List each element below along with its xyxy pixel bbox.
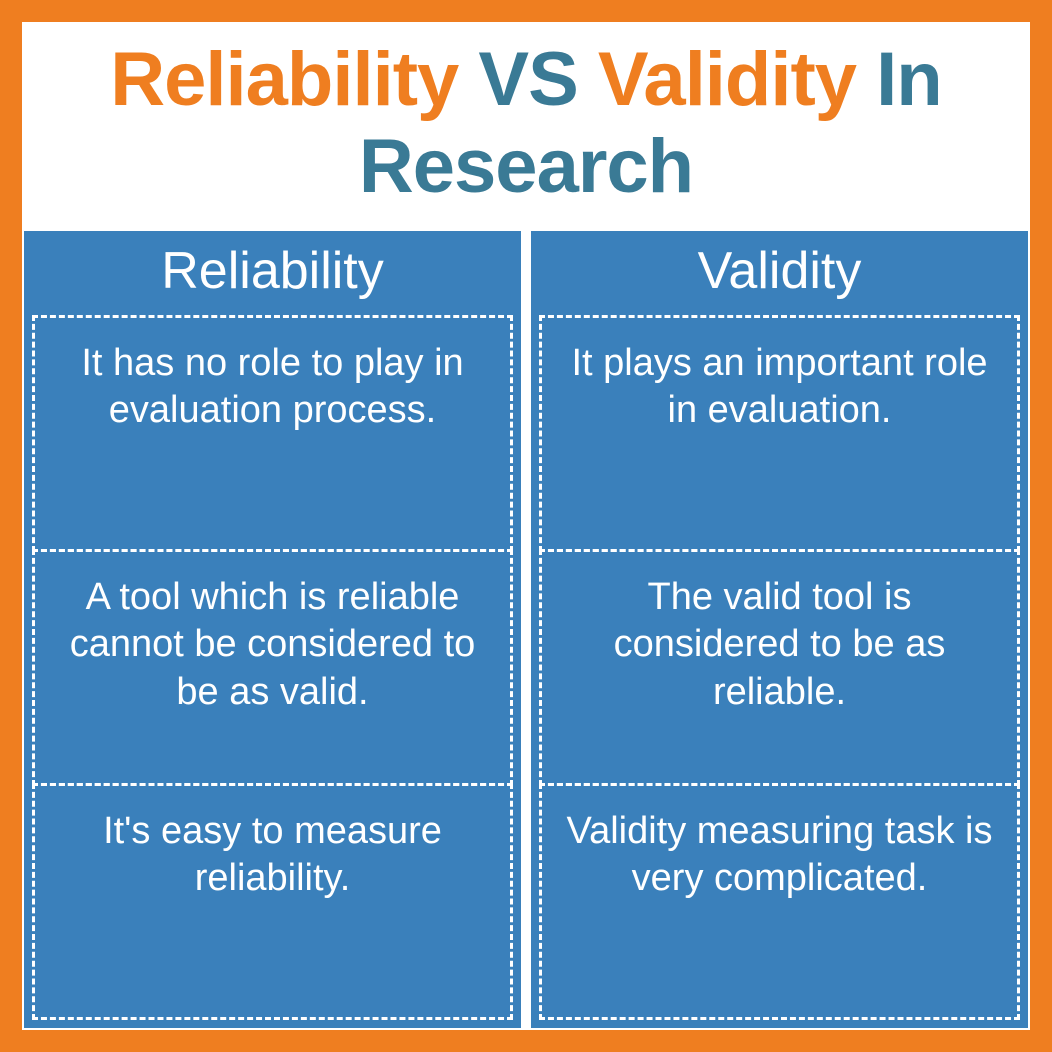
cells-validity: It plays an important role in evaluation… [531, 315, 1028, 1028]
cell-text: Validity measuring task is very complica… [560, 808, 999, 903]
cells-reliability: It has no role to play in evaluation pro… [24, 315, 521, 1028]
cell-validity-1: It plays an important role in evaluation… [539, 315, 1020, 552]
cell-validity-2: The valid tool is considered to be as re… [539, 549, 1020, 786]
cell-reliability-1: It has no role to play in evaluation pro… [32, 315, 513, 552]
cell-validity-3: Validity measuring task is very complica… [539, 783, 1020, 1020]
cell-text: A tool which is reliable cannot be consi… [53, 574, 492, 717]
cell-text: It's easy to measure reliability. [53, 808, 492, 903]
cell-reliability-2: A tool which is reliable cannot be consi… [32, 549, 513, 786]
column-header-reliability: Reliability [24, 231, 521, 315]
column-header-validity: Validity [531, 231, 1028, 315]
cell-text: It has no role to play in evaluation pro… [53, 340, 492, 435]
title-word-in: In [876, 37, 942, 122]
title-area: Reliability VS Validity In Research [22, 22, 1030, 231]
comparison-table: Reliability It has no role to play in ev… [22, 231, 1030, 1030]
title-word-reliability: Reliability [110, 37, 458, 122]
title-word-validity: Validity [598, 37, 856, 122]
title-word-vs: VS [478, 37, 577, 122]
page-title: Reliability VS Validity In Research [42, 36, 1010, 211]
infographic-frame: Reliability VS Validity In Research Reli… [0, 0, 1052, 1052]
column-validity: Validity It plays an important role in e… [531, 231, 1028, 1028]
cell-text: It plays an important role in evaluation… [560, 340, 999, 435]
cell-reliability-3: It's easy to measure reliability. [32, 783, 513, 1020]
cell-text: The valid tool is considered to be as re… [560, 574, 999, 717]
title-word-research: Research [359, 124, 693, 209]
column-reliability: Reliability It has no role to play in ev… [24, 231, 521, 1028]
